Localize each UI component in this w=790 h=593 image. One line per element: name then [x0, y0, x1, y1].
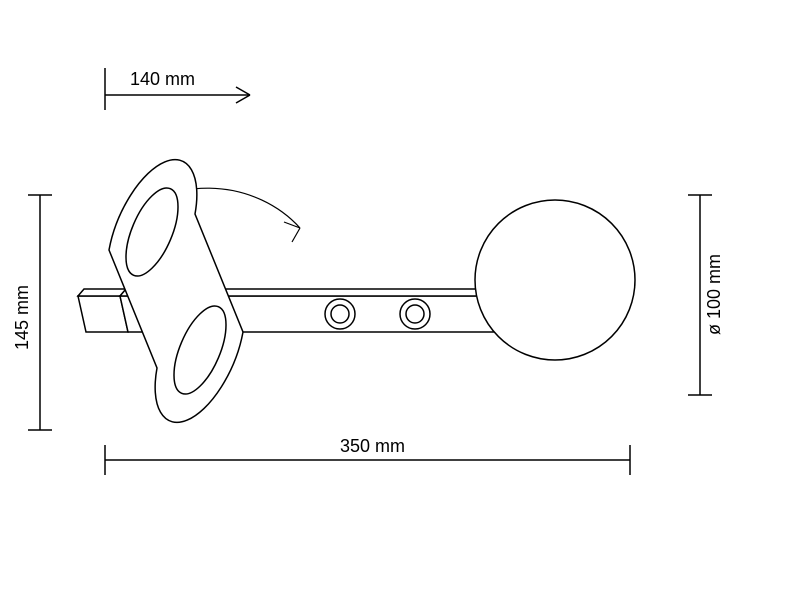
label-bottom-width: 350 mm [340, 436, 405, 456]
label-left-height: 145 mm [12, 285, 32, 350]
technical-drawing: 140 mm 145 mm ø 100 mm 350 mm [0, 0, 790, 593]
button-1 [325, 299, 355, 329]
label-top-width: 140 mm [130, 69, 195, 89]
dim-top: 140 mm [105, 68, 250, 110]
globe [475, 200, 635, 360]
dim-left: 145 mm [12, 195, 52, 430]
cylinder-spotlight [109, 160, 243, 423]
button-2 [400, 299, 430, 329]
dim-right: ø 100 mm [688, 195, 724, 395]
dim-bottom: 350 mm [105, 436, 630, 475]
label-right-diameter: ø 100 mm [704, 254, 724, 335]
